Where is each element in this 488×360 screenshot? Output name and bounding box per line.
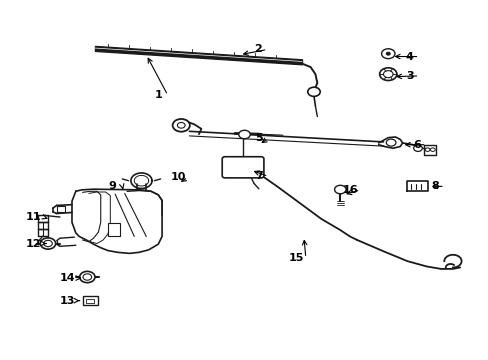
Text: 16: 16 (343, 185, 358, 195)
Text: 9: 9 (108, 181, 117, 192)
Bar (57, 206, 65, 212)
Circle shape (43, 240, 52, 247)
Text: 8: 8 (430, 181, 438, 192)
Bar (86, 298, 94, 303)
Text: 1: 1 (154, 90, 162, 100)
Circle shape (334, 185, 346, 194)
Bar (82, 296, 98, 305)
Bar (108, 223, 120, 237)
Text: 4: 4 (405, 51, 413, 62)
Circle shape (41, 238, 56, 249)
Text: 12: 12 (26, 239, 41, 248)
Circle shape (386, 139, 395, 146)
Circle shape (381, 49, 394, 59)
Text: 7: 7 (254, 171, 262, 181)
Circle shape (379, 68, 396, 81)
Circle shape (383, 71, 392, 78)
Text: 14: 14 (59, 273, 75, 283)
Text: 10: 10 (170, 172, 185, 182)
Circle shape (307, 87, 320, 96)
Text: 13: 13 (60, 296, 75, 306)
Text: 15: 15 (288, 253, 304, 263)
Circle shape (172, 119, 189, 132)
Circle shape (413, 145, 422, 152)
Text: 3: 3 (405, 71, 413, 81)
Circle shape (238, 130, 250, 139)
Text: 11: 11 (26, 212, 41, 222)
Circle shape (83, 274, 91, 280)
Circle shape (177, 122, 184, 128)
Circle shape (424, 148, 429, 152)
Circle shape (386, 52, 389, 55)
Circle shape (429, 148, 434, 152)
Text: 6: 6 (412, 140, 420, 150)
Text: 2: 2 (254, 45, 261, 54)
Text: 5: 5 (255, 133, 262, 143)
FancyBboxPatch shape (222, 157, 264, 178)
Circle shape (80, 271, 95, 283)
